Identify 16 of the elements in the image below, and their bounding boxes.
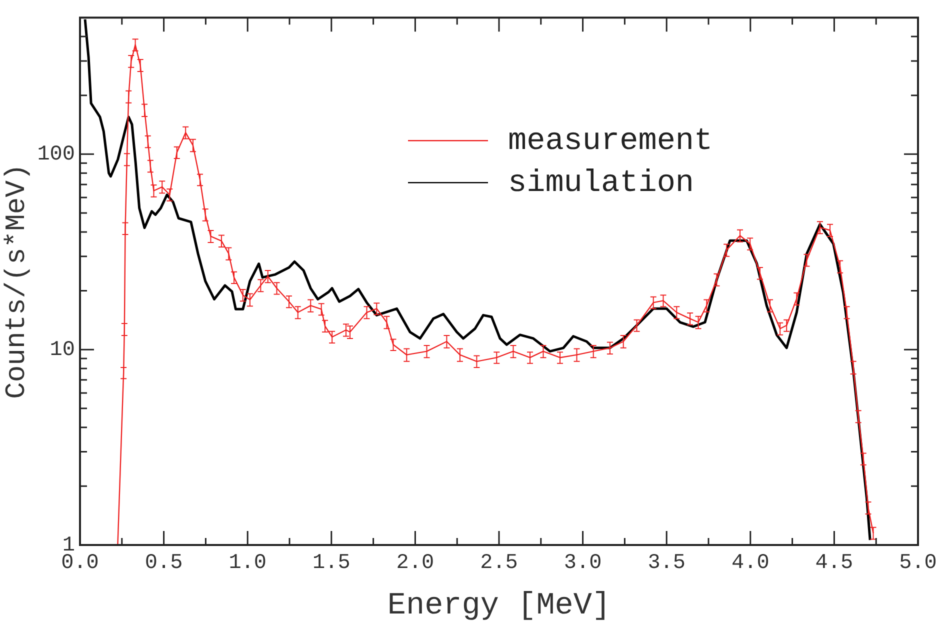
y-tick-label: 10: [50, 339, 75, 362]
x-tick-label: 2.5: [480, 552, 518, 576]
legend-label: measurement: [508, 124, 713, 159]
y-axis-title: Counts/(s*MeV): [2, 164, 34, 399]
x-tick-label: 3.0: [564, 552, 602, 576]
x-tick-label: 4.0: [731, 552, 770, 576]
legend-label: simulation: [508, 166, 694, 201]
y-tick-label: 100: [37, 144, 75, 167]
x-tick-label: 1.5: [312, 552, 350, 576]
x-tick-label: 1.0: [228, 552, 267, 576]
x-tick-label: 4.5: [815, 552, 854, 576]
x-tick-label: 2.0: [396, 552, 434, 576]
x-tick-label: 0.5: [144, 552, 183, 576]
x-tick-label: 5.0: [899, 552, 937, 576]
x-tick-label: 3.5: [648, 552, 686, 576]
x-axis-title: Energy [MeV]: [387, 588, 611, 624]
